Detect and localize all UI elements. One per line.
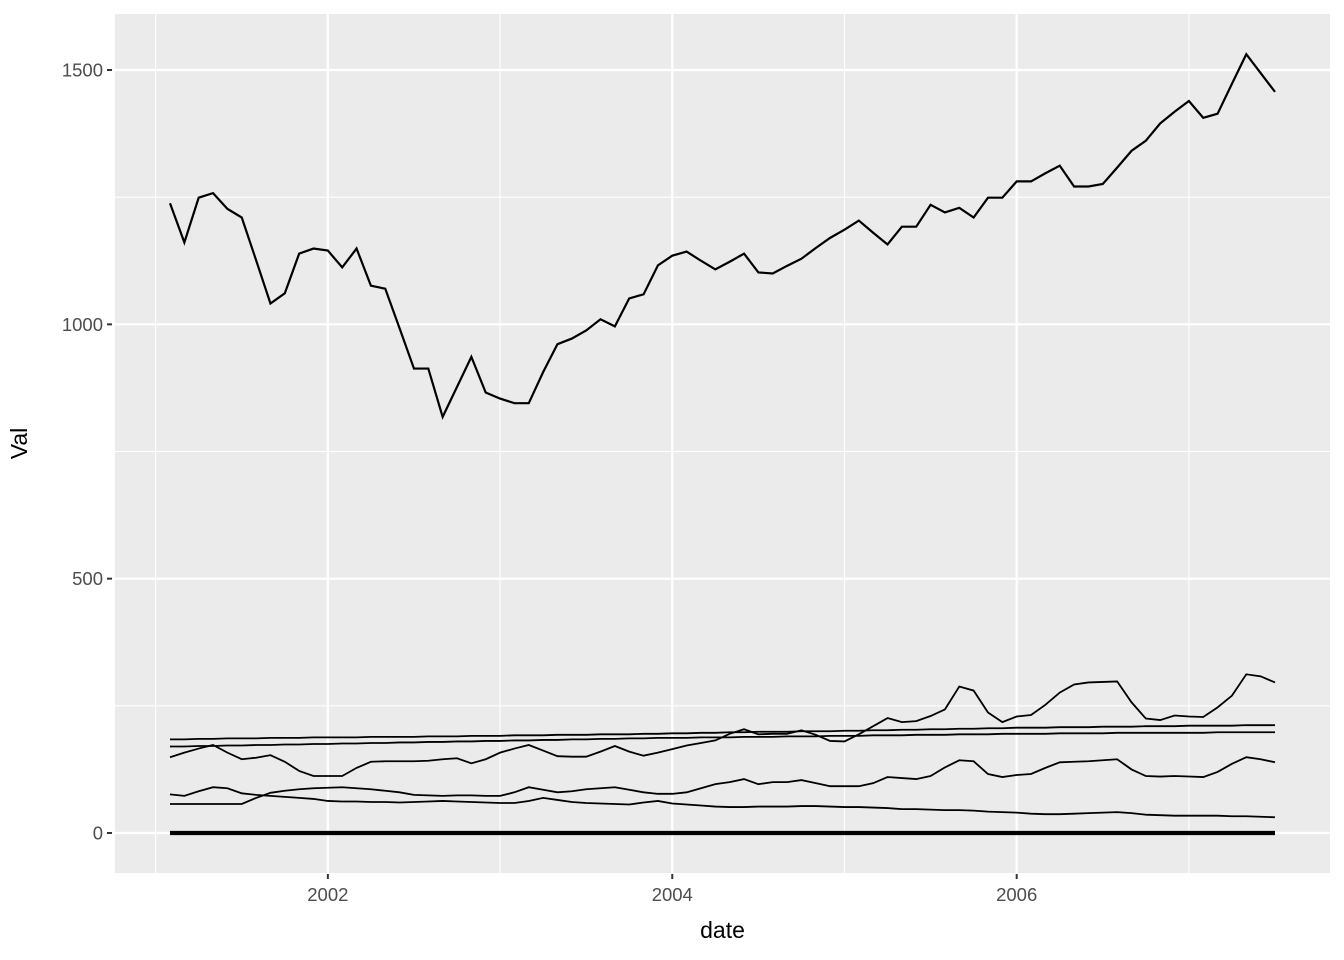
series-line-small-lower <box>169 786 1276 819</box>
x-axis-tick-label: 2006 <box>996 884 1037 905</box>
x-axis-tick-label: 2004 <box>652 884 693 905</box>
y-axis-tick-label: 1000 <box>62 314 103 335</box>
series-line-small-upper <box>170 756 1276 805</box>
y-axis-tick-label: 500 <box>72 568 103 589</box>
y-axis-title: Val <box>6 428 32 460</box>
series-line-mid-wiggly <box>169 673 1276 777</box>
x-axis-tick-label: 2002 <box>307 884 348 905</box>
series-line-main <box>168 52 1276 420</box>
y-axis-tick-label: 1500 <box>62 60 103 81</box>
y-axis-tick-label: 0 <box>93 823 103 844</box>
series-line-flat-upper <box>170 724 1275 741</box>
x-axis-title: date <box>700 917 745 943</box>
